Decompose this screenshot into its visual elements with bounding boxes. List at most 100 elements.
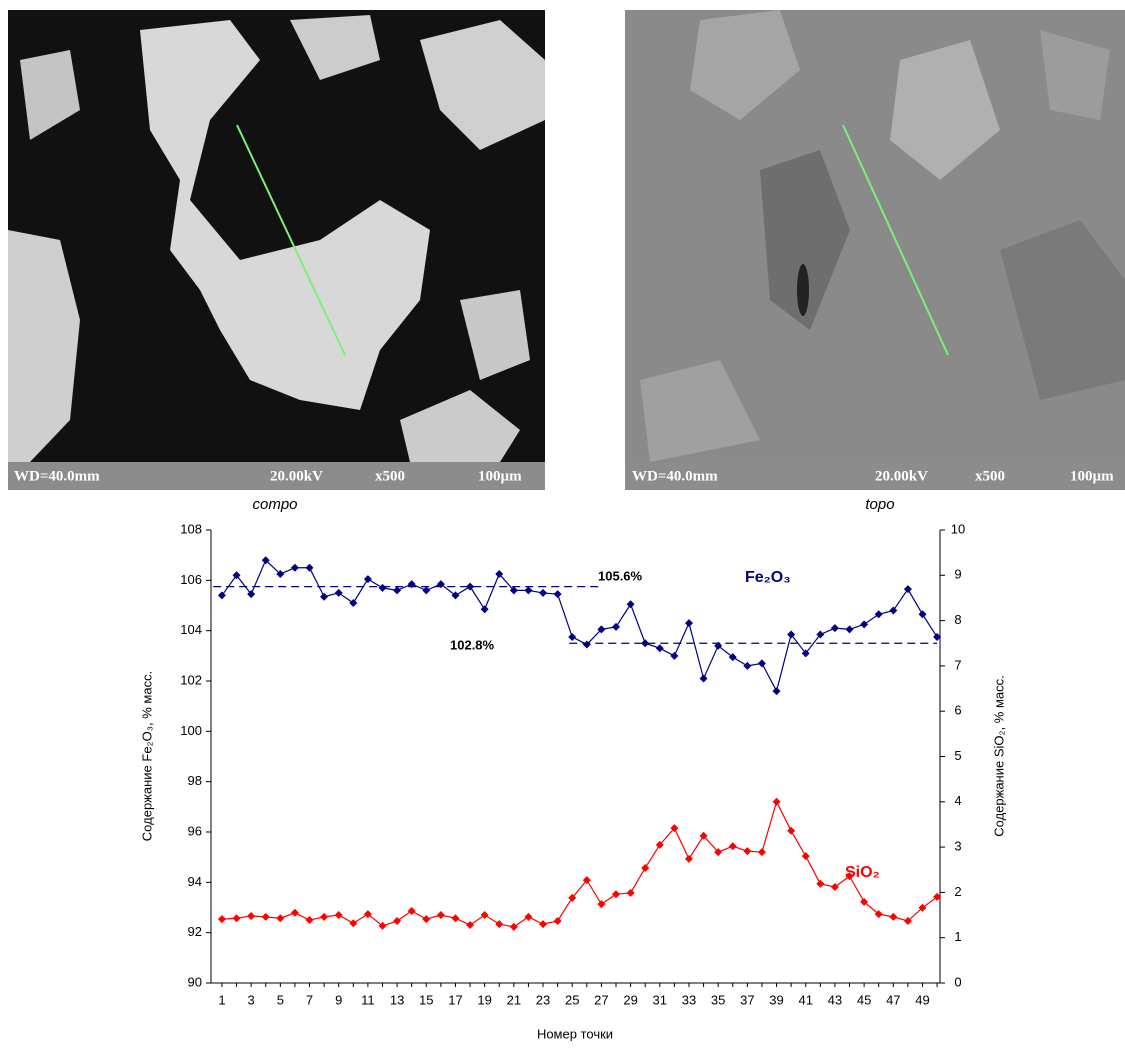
data-point — [291, 564, 299, 572]
series-line — [222, 802, 937, 927]
x-tick-label: 37 — [740, 992, 754, 1007]
figure: WD=40.0mm 20.00kV x500 100µm compo WD=40… — [0, 0, 1125, 1044]
y2-tick-label: 10 — [951, 521, 965, 536]
x-tick-label: 43 — [828, 992, 842, 1007]
y-tick-label: 94 — [188, 874, 202, 889]
data-point — [918, 610, 926, 618]
data-point — [539, 920, 547, 928]
x-tick-label: 25 — [565, 992, 579, 1007]
data-point — [320, 913, 328, 921]
y-tick-label: 98 — [188, 773, 202, 788]
data-point — [597, 900, 605, 908]
data-point — [554, 590, 562, 598]
data-point — [627, 889, 635, 897]
data-point — [349, 599, 357, 607]
data-point — [422, 915, 430, 923]
data-point — [773, 798, 781, 806]
image-info: x500 — [975, 468, 1005, 484]
data-point — [349, 919, 357, 927]
data-point — [539, 589, 547, 597]
data-point — [627, 600, 635, 608]
series-line — [222, 560, 937, 691]
data-point — [612, 623, 620, 631]
y2-tick-label: 3 — [954, 839, 961, 854]
x-tick-label: 13 — [390, 992, 404, 1007]
y2-tick-label: 1 — [954, 929, 961, 944]
y2-axis-label: Содержание SiO₂, % масс. — [991, 675, 1006, 836]
data-point — [875, 610, 883, 618]
y-tick-label: 102 — [180, 672, 202, 687]
image-caption: compo — [252, 496, 297, 513]
x-tick-label: 1 — [218, 992, 225, 1007]
y2-tick-label: 5 — [954, 748, 961, 763]
y-axis-label: Содержание Fe₂O₃, % масс. — [139, 671, 154, 841]
data-point — [320, 593, 328, 601]
y2-tick-label: 9 — [954, 567, 961, 582]
x-tick-label: 39 — [769, 992, 783, 1007]
y-tick-label: 92 — [188, 924, 202, 939]
data-point — [233, 914, 241, 922]
data-point — [466, 583, 474, 591]
y2-tick-label: 7 — [954, 657, 961, 672]
data-point — [860, 620, 868, 628]
y2-tick-label: 4 — [954, 793, 961, 808]
data-point — [276, 914, 284, 922]
x-tick-label: 19 — [477, 992, 491, 1007]
y-tick-label: 104 — [180, 622, 202, 637]
data-point — [378, 584, 386, 592]
y2-tick-label: 0 — [954, 974, 961, 989]
y-tick-label: 108 — [180, 521, 202, 536]
data-point — [481, 605, 489, 613]
data-point — [422, 586, 430, 594]
x-tick-label: 27 — [594, 992, 608, 1007]
x-tick-label: 33 — [682, 992, 696, 1007]
data-point — [685, 855, 693, 863]
x-tick-label: 31 — [653, 992, 667, 1007]
data-point — [364, 575, 372, 583]
data-point — [306, 564, 314, 572]
x-axis-label: Номер точки — [537, 1026, 613, 1041]
series-label: Fe₂O₃ — [745, 569, 791, 586]
data-point — [729, 842, 737, 850]
data-point — [451, 914, 459, 922]
sem-image-compo: WD=40.0mm 20.00kV x500 100µm — [8, 10, 545, 490]
y-tick-label: 90 — [188, 974, 202, 989]
data-point — [481, 911, 489, 919]
data-point — [889, 607, 897, 615]
data-point — [641, 639, 649, 647]
data-point — [466, 921, 474, 929]
image-caption: topo — [865, 496, 894, 513]
image-info: WD=40.0mm — [632, 468, 718, 484]
annotation: 105.6% — [598, 568, 643, 583]
y-tick-label: 96 — [188, 823, 202, 838]
annotation: 102.8% — [450, 637, 495, 652]
data-point — [641, 864, 649, 872]
image-info: x500 — [375, 468, 405, 484]
data-point — [524, 586, 532, 594]
data-point — [670, 652, 678, 660]
data-point — [393, 586, 401, 594]
x-tick-label: 17 — [448, 992, 462, 1007]
data-point — [904, 585, 912, 593]
image-info: 100µm — [1070, 468, 1114, 484]
data-point — [554, 917, 562, 925]
x-tick-label: 9 — [335, 992, 342, 1007]
data-point — [831, 624, 839, 632]
data-point — [218, 591, 226, 599]
data-point — [773, 687, 781, 695]
data-point — [510, 923, 518, 931]
data-point — [889, 913, 897, 921]
x-tick-label: 11 — [361, 992, 375, 1007]
data-point — [306, 916, 314, 924]
data-point — [685, 619, 693, 627]
data-point — [700, 674, 708, 682]
data-point — [262, 913, 270, 921]
data-point — [612, 890, 620, 898]
data-point — [335, 589, 343, 597]
image-info: WD=40.0mm — [14, 468, 100, 484]
y-tick-label: 100 — [180, 723, 202, 738]
x-tick-label: 21 — [507, 992, 521, 1007]
x-tick-label: 23 — [536, 992, 550, 1007]
y2-tick-label: 6 — [954, 703, 961, 718]
x-tick-label: 45 — [857, 992, 871, 1007]
